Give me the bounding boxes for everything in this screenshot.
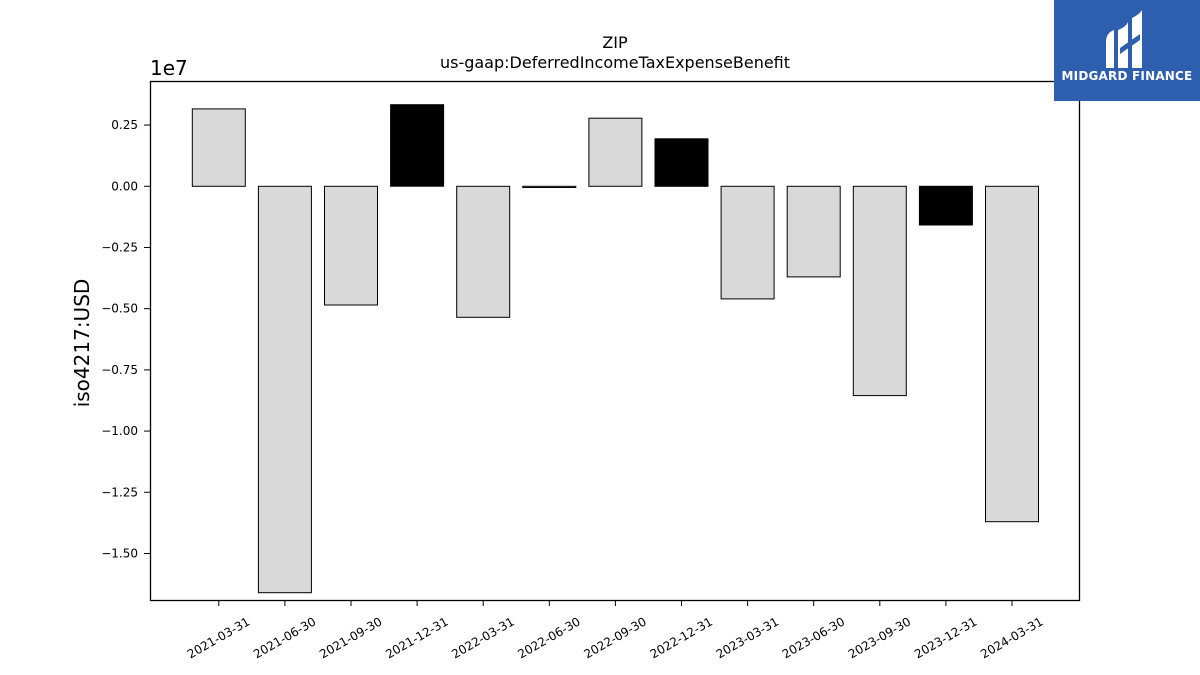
bar-2023-09-30 <box>852 185 907 397</box>
y-tick-label: −1.25 <box>101 485 138 499</box>
x-tick-label: 2023-06-30 <box>780 614 847 661</box>
chart-subtitle: us-gaap:DeferredIncomeTaxExpenseBenefit <box>440 53 790 72</box>
bar-2023-03-31 <box>720 185 775 300</box>
bar-2021-12-31 <box>390 104 445 187</box>
y-tick-label: 0.00 <box>111 179 138 193</box>
bar-2023-12-31 <box>918 185 973 226</box>
brand-logo: MIDGARD FINANCE <box>1054 0 1200 101</box>
bars-group <box>191 104 1039 594</box>
bar-2022-09-30 <box>588 117 643 187</box>
x-tick-label: 2021-06-30 <box>251 614 318 661</box>
x-axis: 2021-03-312021-06-302021-09-302021-12-31… <box>185 600 1046 661</box>
x-tick-label: 2022-12-31 <box>648 614 715 661</box>
y-axis-offset-label: 1e7 <box>150 56 188 80</box>
bar-2024-03-31 <box>985 185 1039 523</box>
x-tick-label: 2021-03-31 <box>185 614 252 661</box>
y-axis-label: iso4217:USD <box>70 279 94 408</box>
x-tick-label: 2022-03-31 <box>449 614 516 661</box>
x-tick-label: 2022-06-30 <box>515 614 582 661</box>
y-tick-label: −1.00 <box>101 424 138 438</box>
bar-2022-12-31 <box>654 138 709 187</box>
y-tick-label: 0.25 <box>111 118 138 132</box>
x-tick-label: 2021-12-31 <box>383 614 450 661</box>
x-tick-label: 2021-09-30 <box>317 614 384 661</box>
bar-2023-06-30 <box>786 185 841 278</box>
y-tick-label: −0.25 <box>101 240 138 254</box>
midgard-logo-icon <box>1106 10 1142 68</box>
y-axis: 0.25 0.00 −0.25 −0.50 −0.75 −1.00 −1.25 −1.50 <box>101 118 150 560</box>
x-tick-label: 2024-03-31 <box>978 614 1045 661</box>
y-tick-label: −0.50 <box>101 302 138 316</box>
bar-2021-06-30 <box>257 185 312 594</box>
bar-2022-03-31 <box>456 185 511 318</box>
y-tick-label: −1.50 <box>101 546 138 560</box>
x-tick-label: 2023-09-30 <box>846 614 913 661</box>
x-tick-label: 2023-03-31 <box>714 614 781 661</box>
y-tick-label: −0.75 <box>101 363 138 377</box>
bar-2021-03-31 <box>191 108 246 187</box>
chart-title: ZIP <box>602 33 628 52</box>
x-tick-label: 2023-12-31 <box>912 614 979 661</box>
brand-logo-text: MIDGARD FINANCE <box>1061 69 1193 83</box>
bar-2021-09-30 <box>324 185 378 306</box>
x-tick-label: 2022-09-30 <box>581 614 648 661</box>
bar-2022-06-30 <box>522 185 577 189</box>
plot-frame <box>149 80 1081 602</box>
